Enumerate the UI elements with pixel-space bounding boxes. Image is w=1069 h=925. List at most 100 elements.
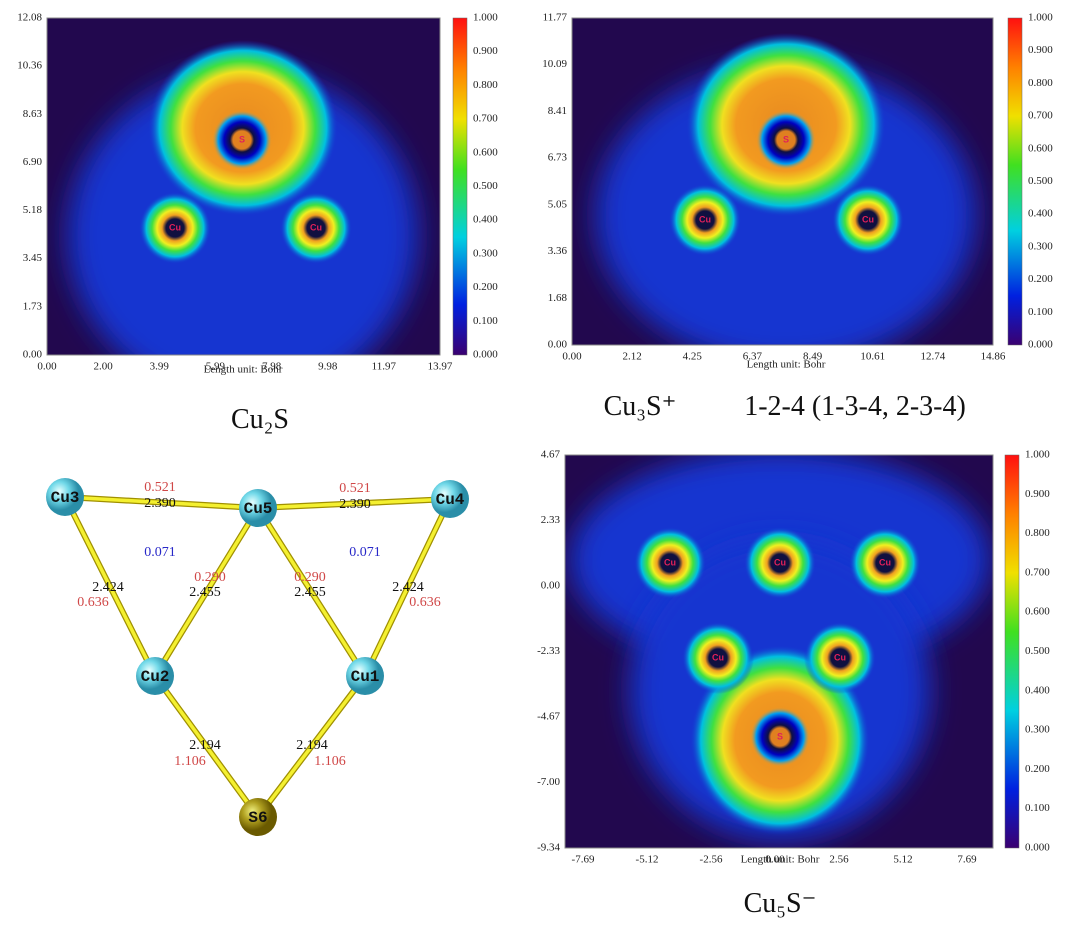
bond-length: 2.194	[189, 738, 221, 753]
y-tick-label: 4.67	[541, 449, 561, 461]
y-tick-label: 10.36	[17, 60, 42, 72]
x-tick-label: 12.74	[920, 351, 945, 363]
colorbar-tick-label: 0.800	[1025, 527, 1050, 539]
colorbar-tick-label: 0.700	[473, 113, 498, 125]
colorbar-tick-label: 1.000	[473, 12, 498, 24]
bond-index: 1.106	[314, 754, 346, 769]
x-tick-label: -5.12	[636, 854, 659, 866]
bond-length: 2.455	[189, 585, 221, 600]
bond-index: 1.106	[174, 754, 206, 769]
x-tick-label: 3.99	[150, 361, 170, 373]
atom-name: Cu1	[351, 668, 380, 686]
x-tick-label: 4.25	[683, 351, 703, 363]
atom-name: S6	[248, 809, 267, 827]
x-tick-label: 6.37	[743, 351, 763, 363]
colorbar-tick-label: 0.100	[1025, 802, 1050, 814]
panel-caption: Cu₂S	[231, 404, 289, 435]
bond-index: 0.290	[294, 570, 326, 585]
bond-length: 2.390	[339, 497, 371, 512]
y-tick-label: 5.05	[548, 198, 568, 210]
x-tick-label: 7.69	[957, 854, 977, 866]
atom	[46, 478, 84, 516]
x-tick-label: 2.56	[829, 854, 849, 866]
bond	[257, 497, 451, 510]
colorbar-tick-label: 0.300	[1028, 240, 1053, 252]
colorbar-tick-label: 0.900	[1028, 44, 1053, 56]
bond	[64, 495, 259, 510]
panel-caption: Cu₅S⁻	[744, 888, 817, 919]
colorbar	[1007, 17, 1023, 346]
atom-label: S	[239, 134, 245, 144]
contour-map: Cu Cu Cu Cu Cu S	[565, 455, 993, 848]
bond	[363, 498, 452, 677]
x-tick-label: 5.12	[893, 854, 912, 866]
colorbar-tick-label: 0.100	[473, 315, 498, 327]
atom-label: S	[777, 731, 783, 741]
y-tick-label: -9.34	[537, 842, 560, 854]
y-tick-label: 1.68	[548, 292, 568, 304]
atom-label: Cu	[310, 222, 322, 232]
bond	[153, 674, 260, 819]
atom	[346, 657, 384, 695]
y-tick-label: 0.00	[541, 580, 561, 592]
x-tick-label: 2.12	[623, 351, 642, 363]
colorbar-tick-label: 0.900	[1025, 488, 1050, 500]
colorbar-tick-label: 0.200	[473, 281, 498, 293]
atom	[136, 657, 174, 695]
atom-label: Cu	[774, 557, 786, 567]
x-tick-label: 10.61	[860, 351, 885, 363]
x-tick-label: 0.00	[765, 854, 785, 866]
colorbar-tick-label: 0.600	[1025, 606, 1050, 618]
x-tick-label: 14.86	[981, 351, 1006, 363]
y-tick-label: 12.08	[17, 12, 42, 24]
colorbar-tick-label: 1.000	[1025, 449, 1050, 461]
colorbar	[452, 17, 468, 356]
x-tick-label: 0.00	[37, 361, 57, 373]
atom-basin	[832, 184, 904, 256]
colorbar-tick-label: 1.000	[1028, 12, 1053, 24]
colorbar-tick-label: 0.200	[1028, 273, 1053, 285]
atom-basin	[682, 622, 754, 694]
atom-name: Cu4	[436, 491, 465, 509]
panel-caption: Cu₃S⁺	[604, 391, 677, 422]
x-tick-label: 8.49	[803, 351, 823, 363]
colorbar-tick-label: 0.200	[1025, 763, 1050, 775]
y-tick-label: 3.45	[23, 252, 43, 264]
colorbar-tick-label: 0.000	[1025, 842, 1050, 854]
colorbar-tick-label: 0.600	[473, 146, 498, 158]
colorbar	[1004, 454, 1020, 849]
atom-label: Cu	[169, 222, 181, 232]
colorbar-tick-label: 0.500	[1025, 645, 1050, 657]
colorbar-tick-label: 0.500	[1028, 175, 1053, 187]
atom-label: S	[783, 134, 789, 144]
y-tick-label: -7.00	[537, 776, 560, 788]
bond-length: 2.194	[296, 738, 328, 753]
x-tick-label: -2.56	[700, 854, 723, 866]
x-tick-label: 0.00	[562, 351, 582, 363]
y-tick-label: 11.77	[543, 12, 568, 24]
atom	[431, 480, 469, 518]
colorbar-tick-label: 0.800	[1028, 77, 1053, 89]
atom-name: Cu2	[141, 668, 170, 686]
bond	[256, 507, 367, 677]
atom-label: Cu	[862, 214, 874, 224]
colorbar-tick-label: 0.600	[1028, 142, 1053, 154]
y-tick-label: -4.67	[537, 711, 560, 723]
colorbar-tick-label: 0.300	[1025, 724, 1050, 736]
y-tick-label: 1.73	[23, 300, 43, 312]
bond-length: 2.390	[144, 496, 176, 511]
y-tick-label: 0.00	[23, 349, 43, 361]
plot-frame	[46, 17, 441, 356]
contour-map: S Cu Cu	[572, 18, 993, 345]
y-tick-label: 5.18	[23, 204, 43, 216]
bond-index: 0.521	[339, 481, 371, 496]
x-tick-label: 11.97	[372, 361, 397, 373]
colorbar-tick-label: 0.500	[473, 180, 498, 192]
bond-index: 0.290	[194, 570, 226, 585]
atom-label: Cu	[879, 557, 891, 567]
bond-length: 2.424	[92, 580, 124, 595]
colorbar-tick-label: 0.400	[473, 214, 498, 226]
colorbar-tick-label: 0.000	[473, 349, 498, 361]
atom-name: Cu5	[244, 500, 273, 518]
